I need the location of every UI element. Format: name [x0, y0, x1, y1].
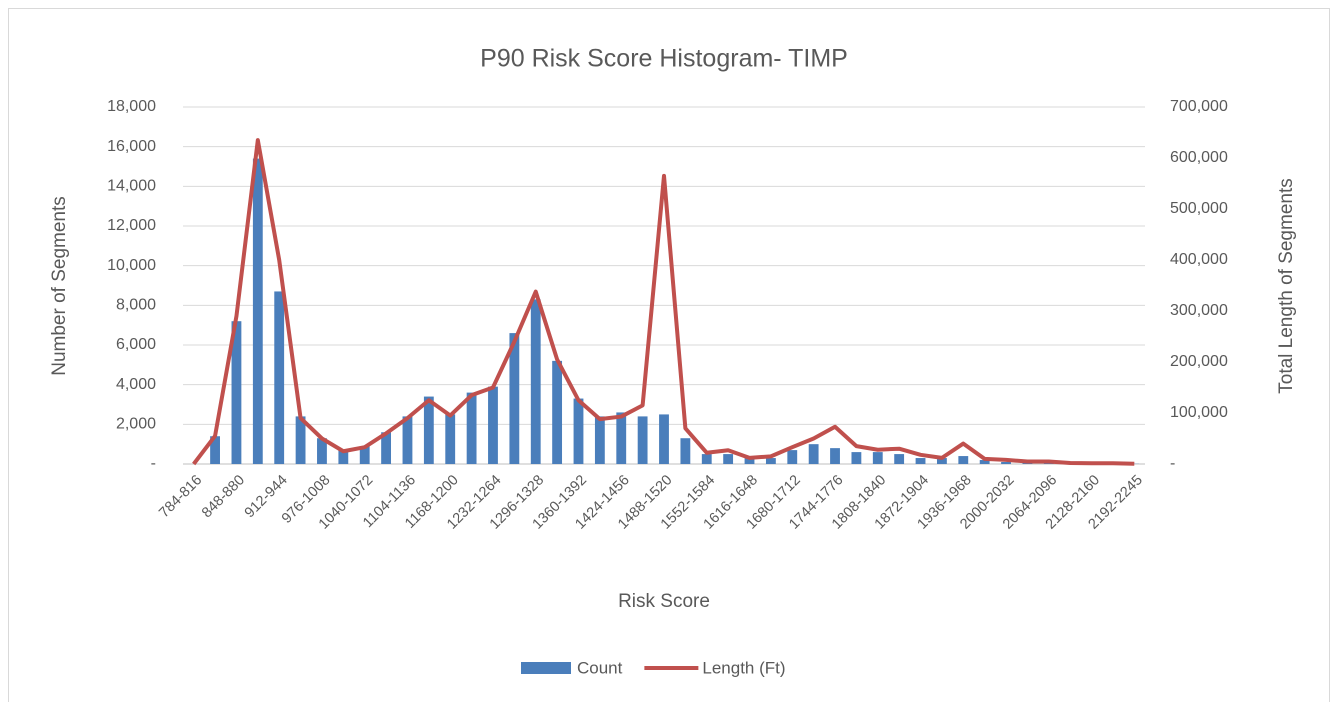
bar: [338, 450, 349, 464]
bar: [958, 456, 969, 464]
x-axis-title: Risk Score: [618, 591, 710, 612]
bar: [616, 412, 627, 464]
y2-tick-label: 700,000: [1170, 98, 1228, 115]
bar: [317, 438, 327, 464]
bar: [680, 438, 691, 464]
bar: [659, 414, 669, 464]
bar: [488, 386, 498, 464]
bar: [979, 460, 990, 464]
y-tick-label: 16,000: [107, 138, 156, 155]
bar: [295, 416, 306, 464]
y-tick-label: 14,000: [107, 178, 156, 195]
bar: [808, 444, 819, 464]
bar: [530, 299, 541, 464]
bar: [231, 321, 242, 464]
bar: [1001, 462, 1011, 464]
bar: [894, 454, 905, 464]
bar: [552, 360, 563, 464]
y-tick-label: 8,000: [116, 297, 156, 314]
y-axis-title: Number of Segments: [49, 196, 70, 376]
bar: [594, 416, 605, 464]
y2-tick-label: 600,000: [1170, 149, 1228, 166]
bar: [765, 458, 776, 464]
y-tick-label: 6,000: [116, 336, 156, 353]
y2-axis-title: Total Length of Segments: [1276, 178, 1297, 393]
legend-label: Length (Ft): [702, 658, 785, 677]
y2-tick-label: 500,000: [1170, 200, 1228, 217]
bar: [830, 448, 840, 464]
bar: [509, 333, 520, 464]
bar: [423, 396, 434, 464]
y-tick-label: -: [151, 455, 156, 472]
bar: [872, 452, 883, 464]
chart-title: P90 Risk Score Histogram- TIMP: [480, 45, 848, 73]
bar: [381, 432, 392, 464]
bar: [744, 458, 755, 464]
bar: [936, 458, 947, 464]
bar: [445, 414, 456, 464]
bar: [210, 436, 220, 464]
bar: [274, 291, 285, 464]
bar: [851, 452, 862, 464]
bar: [252, 158, 263, 465]
legend-label: Count: [577, 658, 623, 677]
bar: [637, 416, 648, 464]
bar: [787, 450, 798, 464]
y-tick-label: 18,000: [107, 98, 156, 115]
y2-tick-label: 100,000: [1170, 404, 1228, 421]
line: [192, 138, 1135, 466]
y-tick-label: 12,000: [107, 217, 156, 234]
bar: [915, 458, 926, 464]
bar: [1043, 463, 1054, 464]
y-tick-label: 4,000: [116, 376, 156, 393]
y-tick-label: 10,000: [107, 257, 156, 274]
bar: [701, 454, 712, 464]
y-tick-label: 2,000: [116, 416, 156, 433]
bar: [573, 398, 584, 464]
y2-tick-label: 200,000: [1170, 353, 1228, 370]
y2-tick-label: -: [1170, 455, 1175, 472]
bar: [359, 446, 370, 464]
legend-swatch: [521, 662, 571, 674]
bar: [466, 392, 477, 464]
y2-tick-label: 400,000: [1170, 251, 1228, 268]
bar: [723, 454, 734, 464]
y2-tick-label: 300,000: [1170, 302, 1228, 319]
bar: [402, 416, 413, 464]
